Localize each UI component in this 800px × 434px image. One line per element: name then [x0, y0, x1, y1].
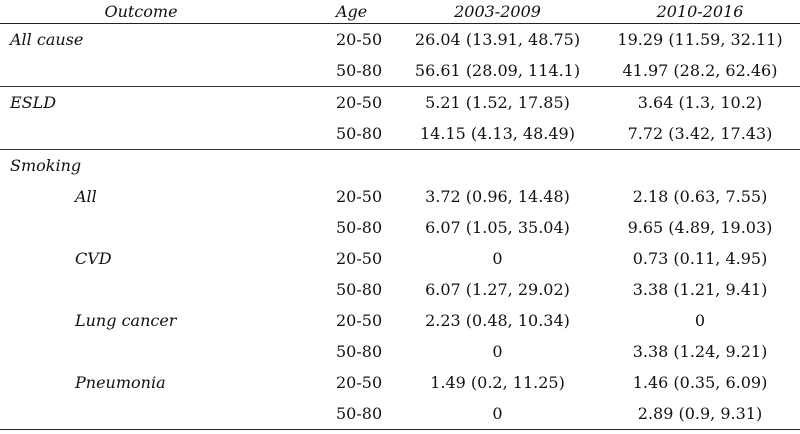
outcome-cell: All — [75, 187, 97, 206]
age-cell: 20-50 — [336, 249, 383, 268]
age-cell: 20-50 — [336, 93, 383, 112]
outcome-cell: Pneumonia — [75, 373, 166, 392]
age-cell: 50-80 — [322, 55, 395, 87]
value-cell-2003-2009: 3.72 (0.96, 14.48) — [425, 187, 570, 206]
outcome-cell — [0, 55, 322, 87]
outcome-cell — [0, 212, 322, 243]
age-cell: 50-80 — [322, 398, 395, 430]
value-cell-2010-2016: 9.65 (4.89, 19.03) — [627, 218, 773, 237]
value-cell-2010-2016: 3.64 (1.3, 10.2) — [637, 93, 763, 112]
value-cell-2010-2016: 19.29 (11.59, 32.11) — [617, 30, 783, 49]
outcome-cell: All cause — [10, 30, 84, 49]
table-row: 50-80 56.61 (28.09, 114.1) 41.97 (28.2, … — [0, 55, 800, 87]
value-cell-2003-2009: 2.23 (0.48, 10.34) — [425, 311, 570, 330]
age-cell — [322, 150, 395, 182]
value-cell-2003-2009: 0 — [492, 342, 503, 361]
table-row: ESLD 20-50 5.21 (1.52, 17.85) 3.64 (1.3,… — [0, 87, 800, 119]
value-cell-2010-2016: 3.38 (1.24, 9.21) — [632, 342, 768, 361]
table-row: Pneumonia 20-50 1.49 (0.2, 11.25) 1.46 (… — [0, 367, 800, 398]
table-row: CVD 20-50 0 0.73 (0.11, 4.95) — [0, 243, 800, 274]
age-cell: 20-50 — [336, 30, 383, 49]
outcome-cell — [0, 398, 322, 430]
header-period-2003-2009: 2003-2009 — [395, 0, 600, 24]
age-cell: 20-50 — [336, 187, 383, 206]
outcome-cell: CVD — [75, 249, 112, 268]
age-cell: 50-80 — [336, 342, 383, 361]
value-cell-2003-2009: 5.21 (1.52, 17.85) — [425, 93, 570, 112]
table-row: 50-80 0 3.38 (1.24, 9.21) — [0, 336, 800, 367]
table-row: 50-80 6.07 (1.05, 35.04) 9.65 (4.89, 19.… — [0, 212, 800, 243]
outcome-cell: ESLD — [10, 93, 57, 112]
value-cell-2010-2016: 0.73 (0.11, 4.95) — [632, 249, 768, 268]
table-row: 50-80 6.07 (1.27, 29.02) 3.38 (1.21, 9.4… — [0, 274, 800, 305]
table-row: Lung cancer 20-50 2.23 (0.48, 10.34) 0 — [0, 305, 800, 336]
value-cell-2003-2009: 0 — [395, 398, 600, 430]
age-cell: 20-50 — [336, 311, 383, 330]
age-cell: 20-50 — [336, 373, 383, 392]
value-cell-2010-2016: 2.89 (0.9, 9.31) — [600, 398, 800, 430]
value-cell-2003-2009: 56.61 (28.09, 114.1) — [395, 55, 600, 87]
table-row: 50-80 0 2.89 (0.9, 9.31) — [0, 398, 800, 430]
table-row-group-heading: Smoking — [0, 150, 800, 182]
value-cell-2010-2016: 3.38 (1.21, 9.41) — [632, 280, 768, 299]
value-cell-2010-2016: 1.46 (0.35, 6.09) — [632, 373, 768, 392]
outcome-cell — [0, 118, 322, 150]
outcome-cell — [0, 336, 322, 367]
age-cell: 50-80 — [336, 280, 383, 299]
value-cell-2003-2009: 6.07 (1.27, 29.02) — [425, 280, 570, 299]
table-row: 50-80 14.15 (4.13, 48.49) 7.72 (3.42, 17… — [0, 118, 800, 150]
value-cell-2003-2009: 14.15 (4.13, 48.49) — [395, 118, 600, 150]
age-cell: 50-80 — [336, 218, 383, 237]
value-cell-2003-2009: 0 — [492, 249, 503, 268]
table-row: All 20-50 3.72 (0.96, 14.48) 2.18 (0.63,… — [0, 181, 800, 212]
value-cell-2010-2016: 41.97 (28.2, 62.46) — [600, 55, 800, 87]
age-cell: 50-80 — [322, 118, 395, 150]
value-cell-2003-2009: 1.49 (0.2, 11.25) — [430, 373, 565, 392]
value-cell-2003-2009 — [395, 150, 600, 182]
value-cell-2003-2009: 6.07 (1.05, 35.04) — [425, 218, 570, 237]
header-age: Age — [322, 0, 395, 24]
header-period-2010-2016: 2010-2016 — [600, 0, 800, 24]
header-row: Outcome Age 2003-2009 2010-2016 — [0, 0, 800, 24]
value-cell-2010-2016: 7.72 (3.42, 17.43) — [600, 118, 800, 150]
outcome-cell: Smoking — [10, 156, 82, 175]
table-row: All cause 20-50 26.04 (13.91, 48.75) 19.… — [0, 24, 800, 56]
value-cell-2003-2009: 26.04 (13.91, 48.75) — [414, 30, 581, 49]
value-cell-2010-2016: 2.18 (0.63, 7.55) — [632, 187, 768, 206]
outcome-cell: Lung cancer — [75, 311, 177, 330]
header-outcome: Outcome — [0, 0, 322, 24]
value-cell-2010-2016 — [600, 150, 800, 182]
value-cell-2010-2016: 0 — [694, 311, 706, 330]
outcome-cell — [0, 274, 322, 305]
